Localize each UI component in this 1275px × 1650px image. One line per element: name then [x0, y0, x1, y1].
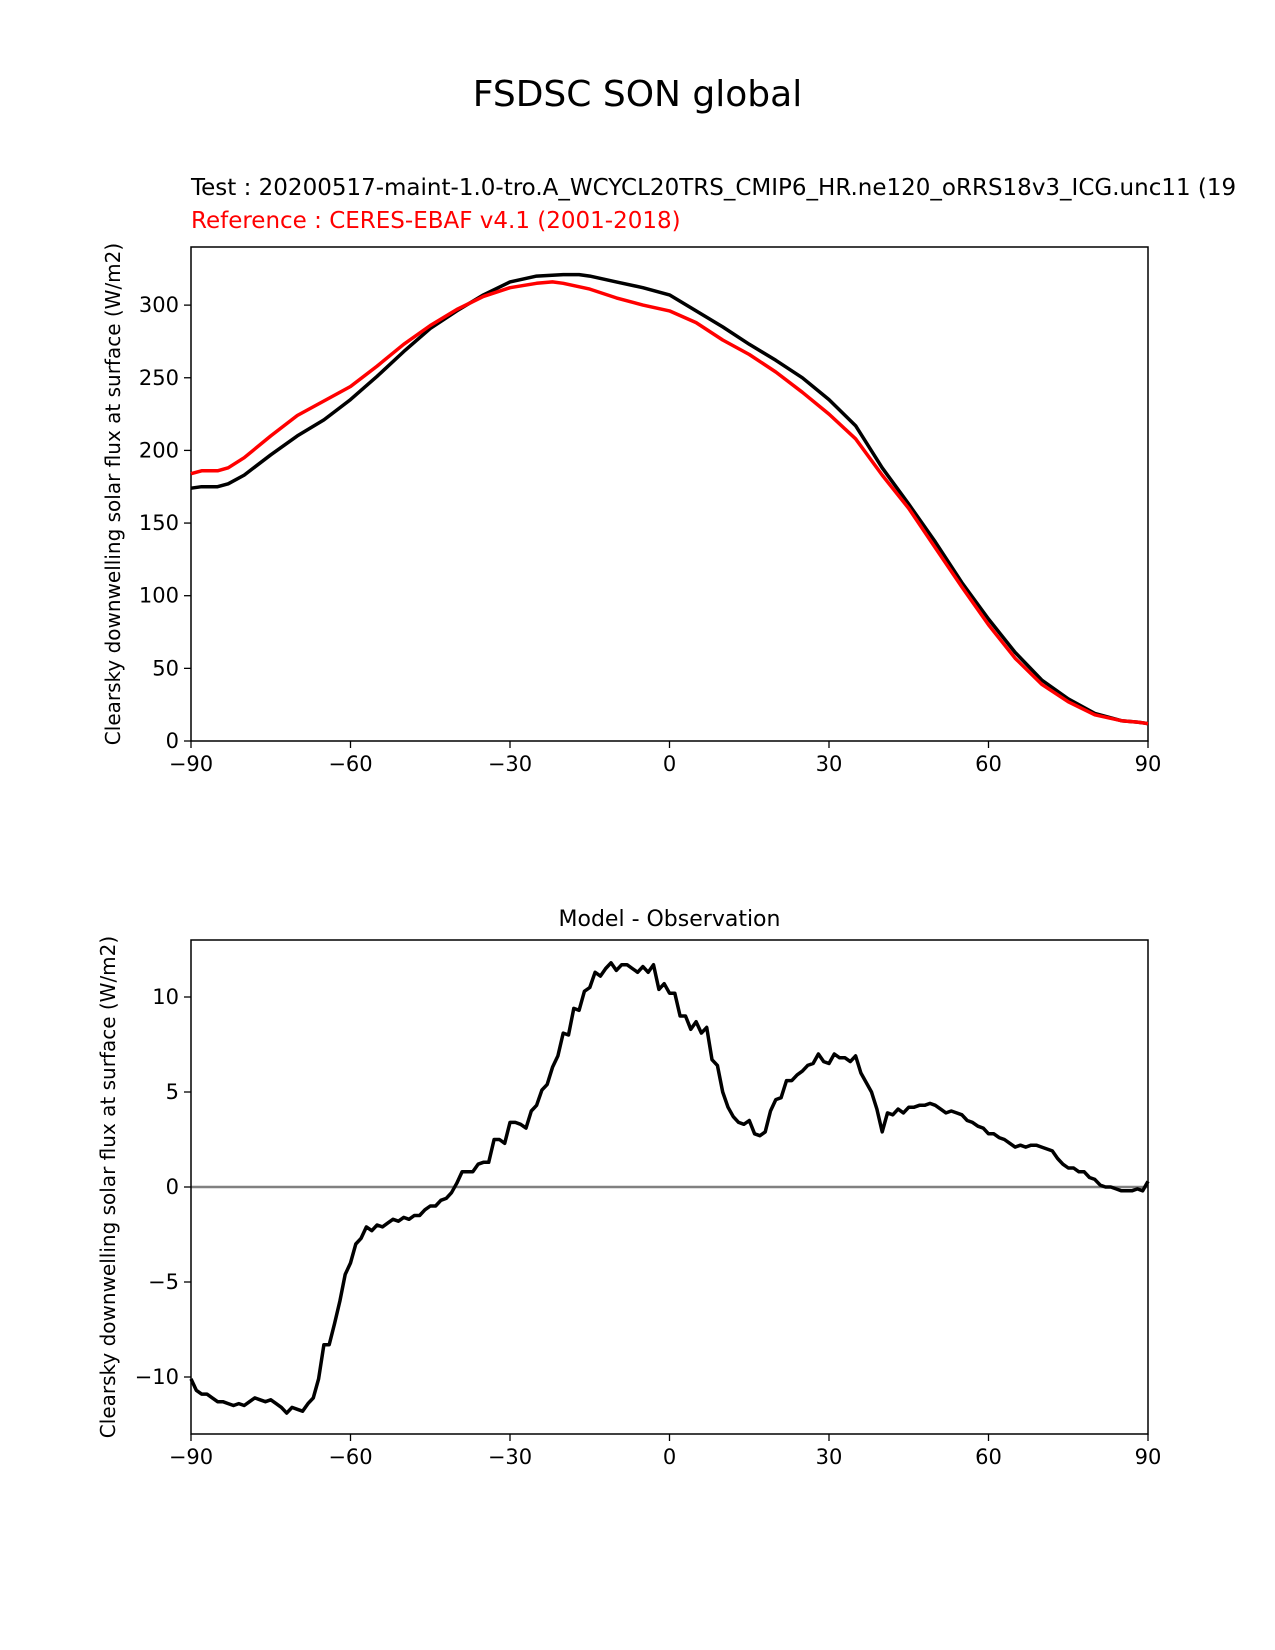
y-tick-label-bottom: −10	[135, 1365, 179, 1389]
x-tick-label-top: 90	[1135, 752, 1162, 776]
chart-bottom: Model - Observation −90 −60 −30 0 30 60 90 −10…	[96, 907, 1161, 1469]
x-tick-label-top: 30	[816, 752, 843, 776]
plot-area-top	[190, 246, 1149, 742]
x-tick-label-bottom: −90	[169, 1445, 213, 1469]
x-tick-label-top: 0	[663, 752, 676, 776]
difference-series-line	[189, 961, 1150, 1415]
x-tick-label-bottom: 60	[975, 1445, 1002, 1469]
x-tick-label-bottom: 90	[1135, 1445, 1162, 1469]
test-label: Test : 20200517-maint-1.0-tro.A_WCYCL20T…	[191, 175, 1237, 201]
reference-series-line	[190, 280, 1149, 726]
y-tick-label-bottom: 5	[166, 1080, 179, 1104]
reference-label: Reference : CERES-EBAF v4.1 (2001-2018)	[191, 208, 681, 234]
y-tick-label-bottom: 0	[166, 1175, 179, 1199]
x-axis-bottom: −90 −60 −30 0 30 60 90	[169, 1434, 1162, 1469]
y-tick-label-top: 300	[139, 293, 179, 317]
chart-top: −90 −60 −30 0 30 60 90 0 50 100 150 200 250 300 Clea…	[101, 243, 1161, 776]
x-tick-label-bottom: 0	[663, 1445, 676, 1469]
y-tick-label-top: 250	[139, 366, 179, 390]
y-tick-label-bottom: −5	[148, 1270, 179, 1294]
y-axis-top: 0 50 100 150 200 250 300	[139, 293, 191, 753]
y-tick-label-top: 200	[139, 438, 179, 462]
chart-title-bottom: Model - Observation	[559, 907, 781, 932]
y-tick-label-top: 0	[166, 729, 179, 753]
y-axis-label-top: Clearsky downwelling solar flux at surfa…	[101, 243, 125, 745]
y-axis-bottom: −10 −5 0 5 10	[135, 985, 191, 1389]
x-tick-label-bottom: −60	[328, 1445, 372, 1469]
figure-title: FSDSC SON global	[472, 74, 803, 115]
series-group-bottom	[189, 961, 1150, 1415]
x-tick-label-top: 60	[975, 752, 1002, 776]
x-tick-label-bottom: −30	[488, 1445, 532, 1469]
x-tick-label-bottom: 30	[816, 1445, 843, 1469]
y-tick-label-top: 150	[139, 511, 179, 535]
y-tick-label-bottom: 10	[152, 985, 179, 1009]
series-group-top	[190, 272, 1149, 726]
test-series-line	[190, 272, 1149, 726]
y-tick-label-top: 100	[139, 584, 179, 608]
x-tick-label-top: −30	[488, 752, 532, 776]
x-tick-label-top: −90	[169, 752, 213, 776]
x-tick-label-top: −60	[328, 752, 372, 776]
y-tick-label-top: 50	[152, 656, 179, 680]
x-axis-top: −90 −60 −30 0 30 60 90	[169, 741, 1162, 776]
y-axis-label-bottom: Clearsky downwelling solar flux at surfa…	[96, 936, 120, 1438]
